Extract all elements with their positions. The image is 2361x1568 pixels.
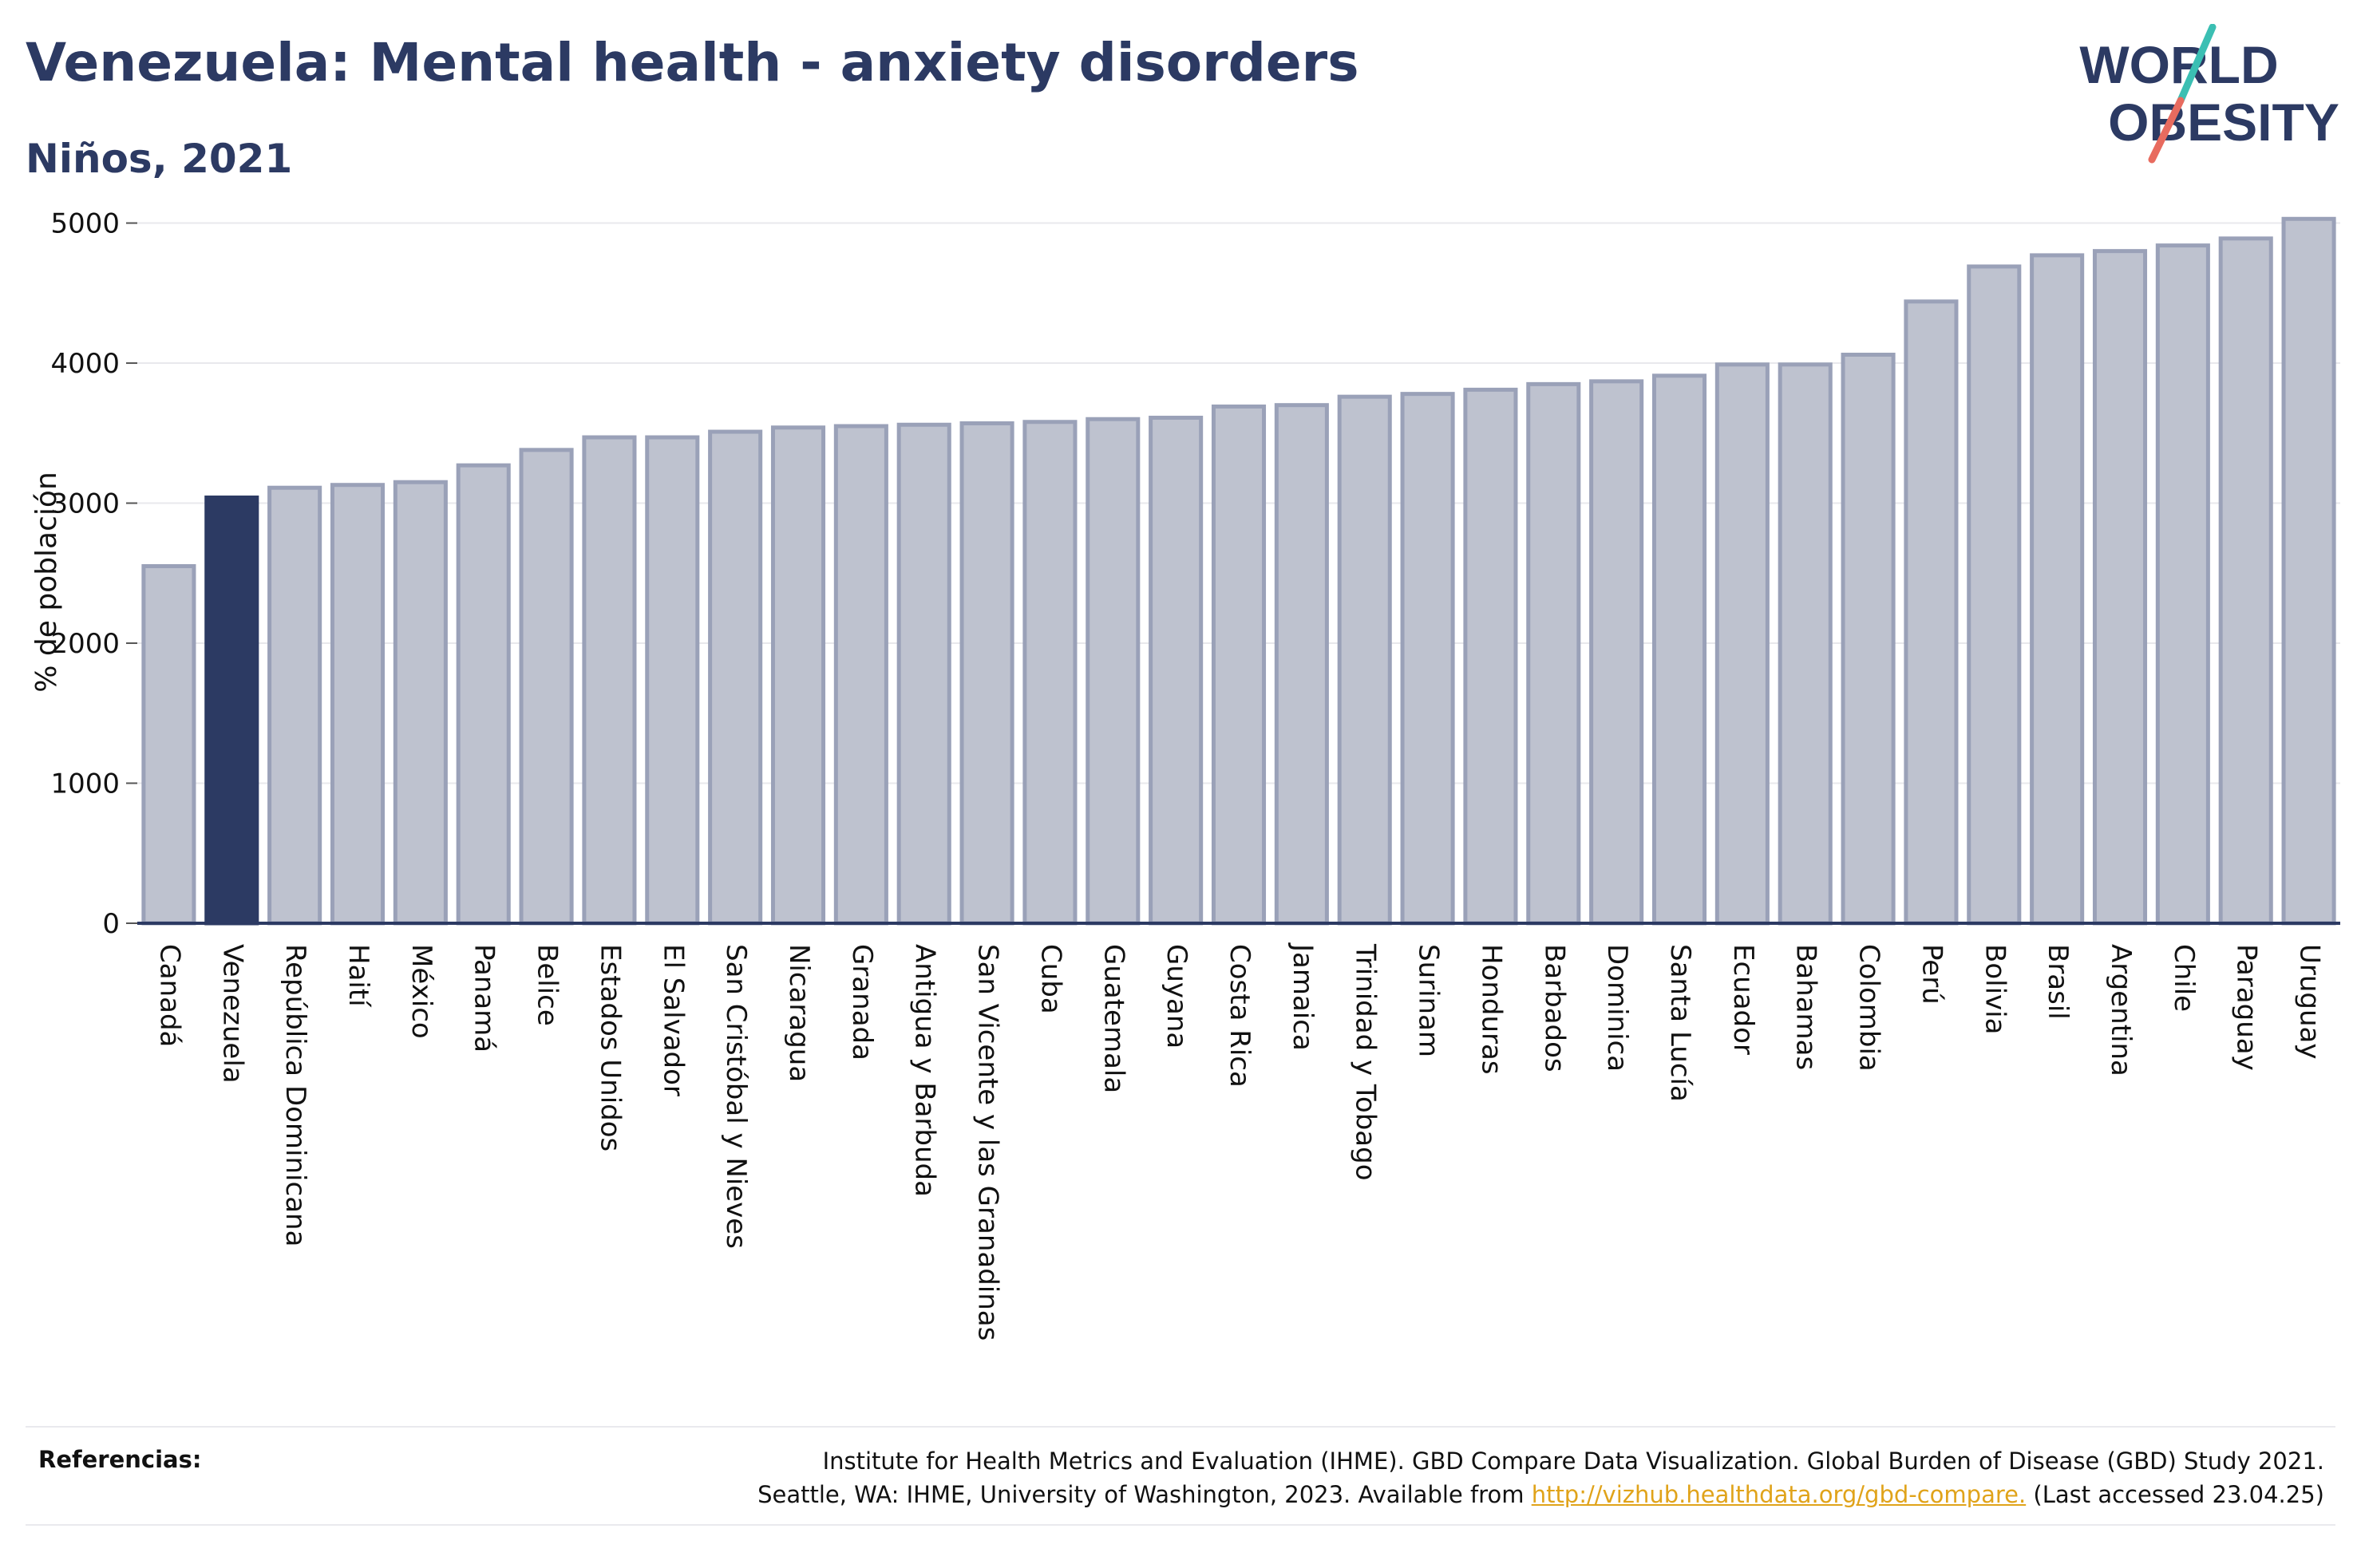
logo-line2: OBESITY (2108, 93, 2339, 152)
x-tick-label: Surinam (1413, 944, 1445, 1057)
bar (1463, 387, 1518, 926)
logo-graphic: WORLD OBESITY (2079, 23, 2339, 164)
bar (896, 422, 951, 926)
x-tick-label: Honduras (1475, 944, 1507, 1075)
references-line2-suffix: (Last accessed 23.04.25) (2033, 1481, 2324, 1508)
x-tick-label: Brasil (2042, 944, 2074, 1020)
bars (141, 216, 2336, 926)
bar (645, 435, 700, 926)
x-tick-label: República Dominicana (279, 944, 311, 1246)
bar (770, 425, 826, 926)
bar-highlighted (204, 496, 259, 926)
x-tick-label: México (405, 944, 437, 1039)
axes: 0 1000 2000 3000 4000 5000 (50, 208, 2340, 940)
x-tick-label: Guatemala (1097, 944, 1129, 1093)
x-tick-label: Perú (1916, 944, 1948, 1005)
bar (1211, 404, 1267, 926)
bar (959, 421, 1014, 926)
bar (1778, 362, 1833, 926)
x-tick-label: Granada (846, 944, 878, 1060)
logo-line1: WORLD (2079, 35, 2278, 94)
references-line2-prefix: Seattle, WA: IHME, University of Washing… (757, 1481, 1525, 1508)
bar-chart: 0 1000 2000 3000 4000 5000 Canadá Venezuela Rep… (30, 208, 2340, 1341)
bar (2218, 236, 2273, 926)
x-tick-label: Costa Rica (1224, 944, 1256, 1088)
y-axis-label: % de población (30, 472, 63, 693)
references-line2: Seattle, WA: IHME, University of Washing… (757, 1478, 2324, 1511)
bar (330, 483, 386, 926)
bar (2030, 253, 2085, 926)
x-tick-label: Uruguay (2294, 944, 2326, 1060)
bar (1714, 362, 1770, 926)
bar (1651, 373, 1707, 926)
bar (2092, 249, 2148, 926)
chart-subtitle: Niños, 2021 (26, 136, 293, 182)
x-tick-label: Bahamas (1790, 944, 1822, 1070)
y-tick-label: 4000 (50, 348, 120, 380)
x-tick-label: Guyana (1161, 944, 1192, 1049)
bar (2155, 243, 2210, 926)
chart-title: Venezuela: Mental health - anxiety disor… (26, 32, 1359, 93)
x-tick-label: Jamaica (1287, 942, 1319, 1051)
x-tick-label: Dominica (1601, 944, 1633, 1072)
references-bottom-divider (26, 1524, 2335, 1526)
bar (582, 435, 637, 926)
y-tick-label: 5000 (50, 208, 120, 240)
bar (456, 463, 511, 926)
x-tick-label: Cuba (1034, 944, 1066, 1014)
x-tick-label: Ecuador (1727, 944, 1759, 1055)
y-tick-label: 0 (102, 908, 120, 940)
bar (1841, 353, 1896, 926)
x-tick-label: Belice (532, 944, 564, 1026)
x-tick-label: San Cristóbal y Nieves (720, 944, 752, 1249)
bar (1526, 381, 1581, 926)
bar (1274, 403, 1329, 926)
bar (141, 564, 196, 926)
bar (2281, 216, 2336, 926)
references-text: Institute for Health Metrics and Evaluat… (757, 1444, 2324, 1511)
category-labels: Canadá Venezuela República Dominicana Haití… (153, 942, 2325, 1341)
x-tick-label: San Vicente y las Granadinas (972, 944, 1004, 1341)
bar (1149, 415, 1204, 926)
x-tick-label: Chile (2168, 944, 2200, 1012)
y-tick-label: 1000 (50, 768, 120, 800)
bar (267, 485, 322, 926)
bar (1967, 264, 2022, 926)
bar (393, 480, 448, 926)
x-tick-label: Trinidad y Tobago (1350, 943, 1382, 1181)
y-tick-label: 2000 (50, 628, 120, 660)
x-tick-label: Venezuela (216, 944, 248, 1084)
bar (708, 429, 763, 926)
world-obesity-logo: WORLD OBESITY (2075, 23, 2347, 176)
references-label: Referencias: (38, 1446, 202, 1473)
x-tick-label: Estados Unidos (594, 944, 626, 1151)
x-tick-label: Canadá (153, 944, 185, 1047)
x-tick-label: Argentina (2105, 944, 2137, 1076)
bar (833, 424, 888, 926)
references-top-divider (26, 1426, 2335, 1428)
x-tick-label: Barbados (1538, 944, 1570, 1072)
bar (1904, 299, 1959, 926)
bar (1337, 394, 1392, 926)
bar (519, 448, 574, 926)
x-tick-label: El Salvador (657, 944, 689, 1096)
x-tick-label: Nicaragua (783, 944, 815, 1082)
x-tick-label: Antigua y Barbuda (909, 944, 941, 1197)
bar (1589, 379, 1644, 926)
x-tick-label: Paraguay (2231, 944, 2263, 1071)
x-tick-label: Santa Lucía (1664, 944, 1696, 1102)
references-link[interactable]: http://vizhub.healthdata.org/gbd-compare… (1531, 1481, 2027, 1508)
bar (1022, 420, 1078, 926)
y-tick-label: 3000 (50, 488, 120, 520)
logo-slash-bottom (2148, 97, 2185, 164)
x-tick-label: Bolivia (1979, 944, 2011, 1034)
x-tick-label: Colombia (1853, 944, 1885, 1072)
x-tick-label: Haití (342, 944, 374, 1008)
logo-slash-top (2177, 23, 2217, 105)
x-tick-label: Panamá (469, 944, 500, 1053)
bar (1086, 417, 1141, 926)
bar (1400, 392, 1455, 926)
references-line1: Institute for Health Metrics and Evaluat… (822, 1448, 2324, 1475)
